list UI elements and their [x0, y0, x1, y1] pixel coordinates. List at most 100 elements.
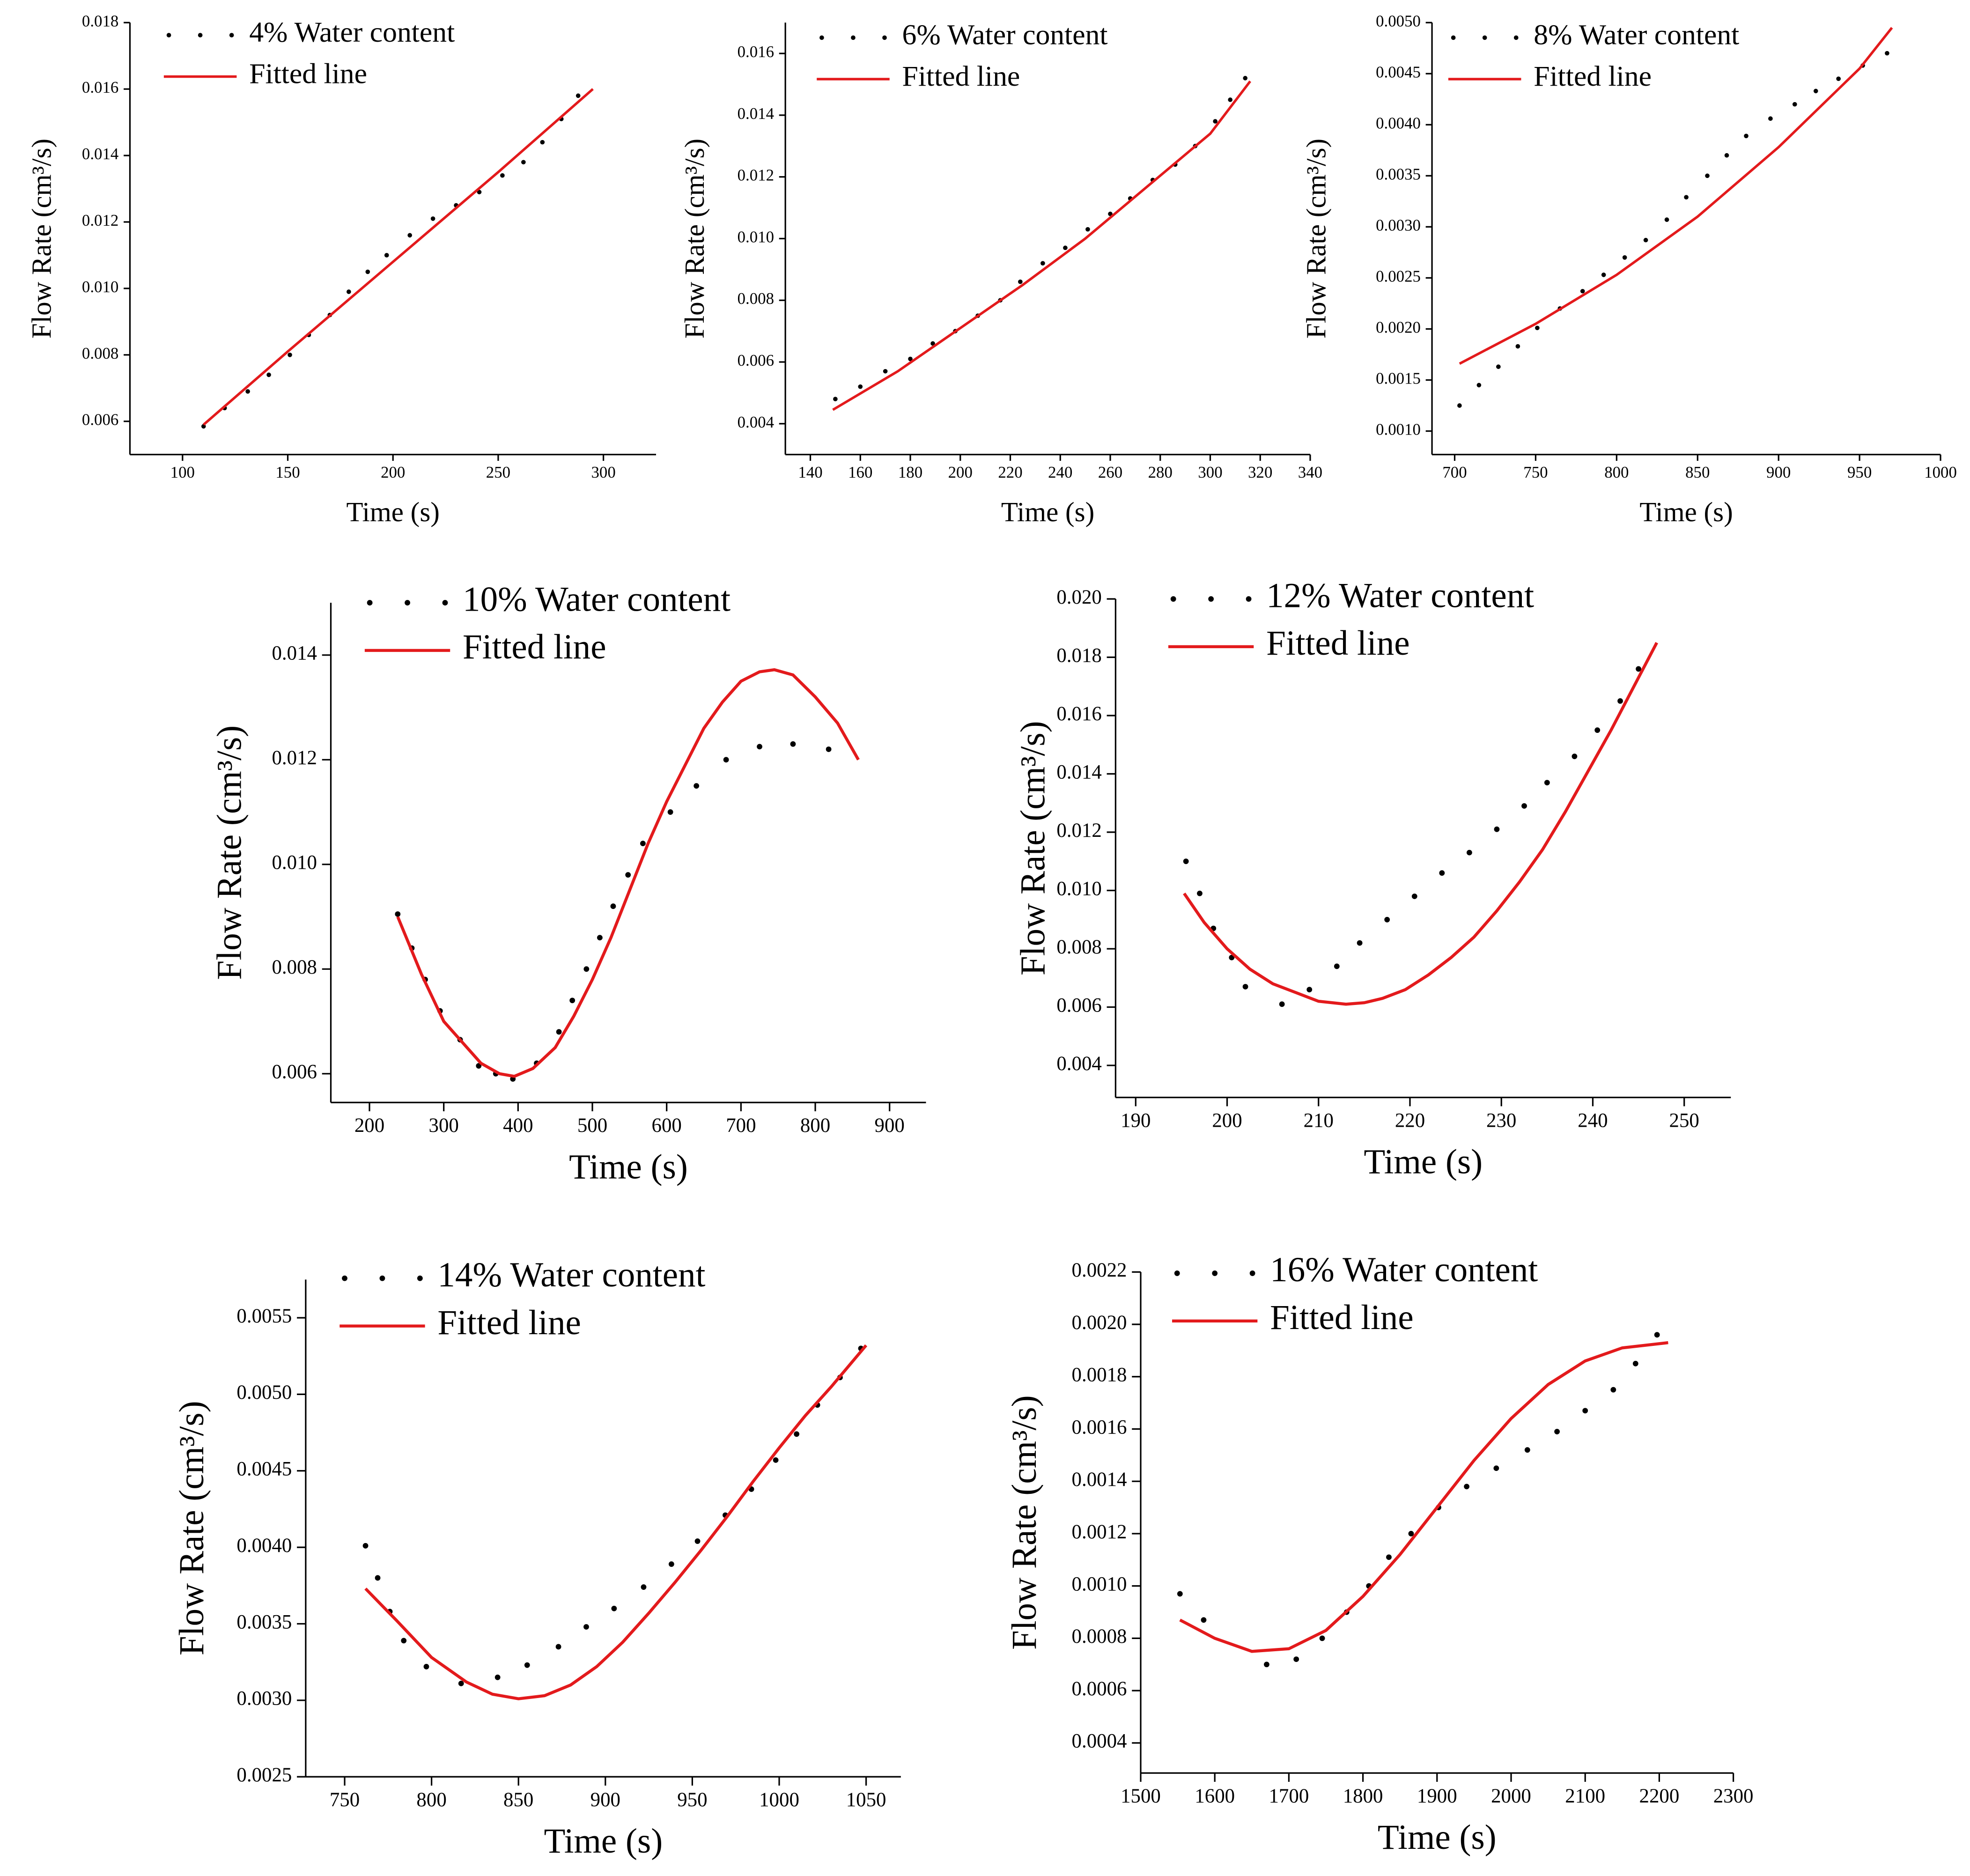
- fitted-line: [1459, 27, 1893, 365]
- data-point: [1464, 1484, 1469, 1490]
- y-tick-label: 0.0045: [236, 1458, 292, 1480]
- y-tick-label: 0.014: [82, 145, 118, 163]
- y-tick-label: 0.014: [738, 104, 774, 123]
- x-tick-label: 240: [1048, 463, 1072, 481]
- x-tick-label: 140: [798, 463, 822, 481]
- y-tick-label: 0.0016: [1072, 1416, 1127, 1438]
- data-point: [1063, 245, 1068, 251]
- data-point: [1813, 89, 1818, 94]
- legend-dot: [367, 600, 373, 606]
- data-point: [1384, 916, 1390, 923]
- y-tick-label: 0.0030: [236, 1688, 292, 1710]
- data-point: [858, 384, 863, 389]
- y-tick-label: 0.018: [1056, 644, 1102, 666]
- y-tick-label: 0.0010: [1376, 421, 1421, 439]
- y-tick-label: 0.018: [82, 12, 118, 30]
- legend-label: Fitted line: [1266, 624, 1409, 663]
- data-point: [521, 160, 526, 165]
- data-point: [1439, 870, 1445, 876]
- x-tick-label: 750: [330, 1789, 360, 1811]
- y-tick-label: 0.006: [1056, 994, 1102, 1016]
- data-point: [1582, 1408, 1588, 1414]
- data-point: [1594, 727, 1601, 733]
- y-tick-label: 0.016: [82, 78, 118, 96]
- chart: 140 160 180 200 220 240 260 280 300 320 340 0.004 0.…: [679, 19, 1322, 527]
- legend-dot: [198, 33, 203, 37]
- x-tick-label: 1000: [1924, 463, 1957, 481]
- legend-dot: [1208, 596, 1214, 602]
- y-tick-label: 0.0040: [1376, 114, 1421, 132]
- y-tick-label: 0.010: [272, 852, 317, 874]
- x-tick-label: 850: [1685, 463, 1710, 481]
- legend-dot: [1212, 1270, 1218, 1276]
- legend-dot: [417, 1275, 423, 1281]
- data-point: [1293, 1656, 1299, 1662]
- x-tick-label: 300: [591, 463, 615, 481]
- data-point: [640, 841, 646, 847]
- y-tick-label: 0.004: [1056, 1053, 1102, 1075]
- x-axis-title: Time (s): [1364, 1143, 1483, 1182]
- x-tick-label: 1000: [759, 1789, 799, 1811]
- data-point: [773, 1457, 779, 1463]
- data-point: [1411, 894, 1417, 899]
- data-point: [1085, 227, 1090, 232]
- data-point: [477, 190, 482, 194]
- y-tick-label: 0.008: [272, 956, 317, 978]
- legend-dot: [1249, 1270, 1255, 1276]
- data-point: [1319, 1635, 1325, 1641]
- y-axis-title: Flow Rate (cm³/s): [1014, 721, 1053, 975]
- legend-dot: [1170, 596, 1176, 602]
- legend-label: 12% Water content: [1266, 576, 1534, 615]
- x-tick-label: 850: [503, 1789, 533, 1811]
- x-tick-label: 2000: [1491, 1785, 1531, 1807]
- x-axis-title: Time (s): [1378, 1818, 1497, 1857]
- data-point: [583, 966, 590, 972]
- data-point: [1229, 954, 1235, 960]
- data-point: [384, 253, 389, 258]
- y-tick-label: 0.0025: [1376, 267, 1421, 285]
- data-point: [1610, 1387, 1616, 1393]
- x-tick-label: 150: [275, 463, 300, 481]
- x-tick-label: 320: [1248, 463, 1272, 481]
- x-tick-label: 280: [1148, 463, 1173, 481]
- data-point: [576, 93, 581, 98]
- legend-dot: [1246, 596, 1252, 602]
- legend-dot: [442, 600, 448, 606]
- legend-label: 16% Water content: [1270, 1250, 1538, 1289]
- data-point: [1524, 1447, 1530, 1453]
- data-point: [1386, 1554, 1392, 1560]
- x-axis-title: Time (s): [347, 496, 440, 527]
- data-point: [1177, 1591, 1183, 1597]
- data-point: [569, 997, 576, 1004]
- data-point: [288, 352, 292, 357]
- y-tick-label: 0.012: [738, 166, 774, 185]
- y-tick-label: 0.0055: [236, 1305, 292, 1327]
- y-tick-label: 0.0022: [1072, 1259, 1127, 1281]
- y-tick-label: 0.008: [82, 344, 118, 362]
- data-point: [1535, 325, 1540, 331]
- data-point: [625, 872, 631, 878]
- y-tick-label: 0.008: [1056, 936, 1102, 958]
- x-tick-label: 200: [948, 463, 973, 481]
- y-tick-label: 0.006: [82, 411, 118, 429]
- x-tick-label: 900: [1766, 463, 1791, 481]
- legend-dot: [1482, 35, 1487, 40]
- x-axis-title: Time (s): [1639, 496, 1733, 527]
- data-point: [1664, 217, 1669, 222]
- x-tick-label: 200: [354, 1115, 384, 1137]
- data-point: [1601, 273, 1606, 277]
- y-tick-label: 0.0014: [1072, 1469, 1127, 1491]
- legend-dot: [229, 33, 234, 37]
- data-point: [930, 341, 935, 346]
- x-tick-label: 800: [416, 1789, 446, 1811]
- data-point: [1705, 173, 1710, 178]
- fitted-line: [1183, 642, 1658, 1006]
- data-point: [1792, 102, 1797, 107]
- y-axis-title: Flow Rate (cm³/s): [1300, 139, 1331, 339]
- legend-dot: [405, 600, 410, 606]
- x-tick-label: 200: [381, 463, 405, 481]
- x-tick-label: 700: [1442, 463, 1467, 481]
- x-tick-label: 1900: [1417, 1785, 1457, 1807]
- data-point: [362, 1543, 369, 1549]
- chart: 190 200 210 220 230 240 250 0.004 0.006 0.008 0.01…: [1014, 576, 1731, 1182]
